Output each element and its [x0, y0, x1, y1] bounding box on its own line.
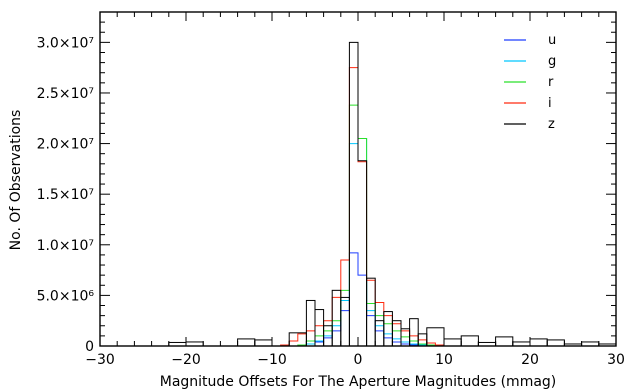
series-u-step	[237, 252, 479, 347]
y-tick-label: 5.0×10⁶	[37, 288, 95, 304]
y-tick-label: 1.5×10⁷	[37, 187, 94, 203]
y-tick-label: 1.0×10⁷	[37, 238, 94, 254]
x-tick-label: 30	[607, 352, 625, 368]
series-z-step	[237, 41, 479, 347]
z-bin	[237, 338, 256, 347]
z-bin	[529, 338, 548, 347]
z-bin	[383, 311, 393, 347]
y-tick-labels: 0 5.0×10⁶ 1.0×10⁷ 1.5×10⁷ 2.0×10⁷ 2.5×10⁷ 3.0×…	[37, 35, 95, 355]
z-bin	[546, 339, 565, 347]
z-bin	[460, 335, 479, 347]
legend-label-g: g	[548, 54, 556, 69]
legend-label-i: i	[548, 96, 552, 111]
z-bin	[366, 277, 376, 347]
z-bin	[400, 328, 411, 347]
y-tick-label: 0	[85, 339, 94, 355]
z-bin	[443, 338, 462, 347]
x-axis-label: Magnitude Offsets For The Aperture Magni…	[160, 374, 557, 390]
x-tick-label: −10	[257, 352, 287, 368]
x-tick-label: −30	[85, 352, 115, 368]
z-bin	[409, 318, 419, 347]
y-tick-label: 3.0×10⁷	[37, 35, 94, 51]
y-axis-label: No. Of Observations	[8, 110, 24, 251]
z-bin	[254, 339, 273, 347]
axis-ticks	[99, 11, 617, 347]
z-bin	[331, 289, 342, 347]
y-tick-label: 2.5×10⁷	[37, 86, 94, 102]
x-tick-label: 0	[354, 352, 363, 368]
legend-label-z: z	[548, 117, 555, 132]
z-bin	[495, 336, 514, 347]
legend-label-r: r	[548, 75, 554, 90]
x-tick-labels: −30 −20 −10 0 10 20 30	[85, 352, 625, 368]
series-g-step	[237, 138, 479, 347]
z-bin	[340, 296, 350, 347]
legend-label-u: u	[548, 33, 556, 48]
y-tick-label: 2.0×10⁷	[37, 137, 94, 153]
x-tick-label: 20	[521, 352, 539, 368]
z-bin	[305, 299, 316, 347]
z-bin	[374, 320, 385, 347]
x-tick-label: −20	[171, 352, 201, 368]
x-tick-label: 10	[435, 352, 453, 368]
